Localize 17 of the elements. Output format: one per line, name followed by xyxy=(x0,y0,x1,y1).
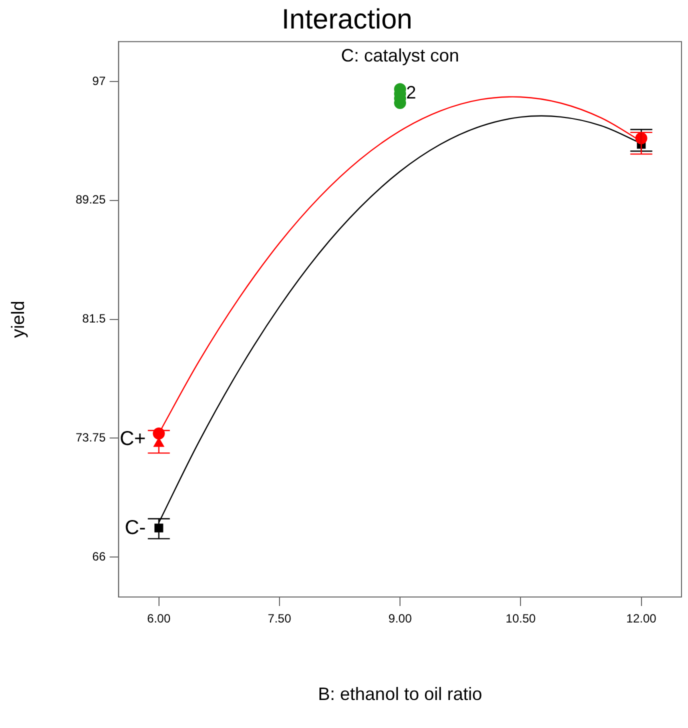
x-tick-label: 12.00 xyxy=(626,612,657,626)
y-axis-title: yield xyxy=(8,300,28,338)
annotation: 2 xyxy=(406,82,416,103)
x-tick-label: 9.00 xyxy=(388,612,412,626)
x-axis-title: B: ethanol to oil ratio xyxy=(318,684,482,704)
x-tick-label: 7.50 xyxy=(268,612,292,626)
y-tick-label: 89.25 xyxy=(76,192,106,207)
x-tick-label: 6.00 xyxy=(147,612,171,626)
y-tick-label: 66 xyxy=(92,549,106,564)
chart-subtitle: C: catalyst con xyxy=(341,46,460,66)
x-tick-label: 10.50 xyxy=(506,612,536,626)
series-label: C+ xyxy=(120,428,146,450)
chart-title: Interaction xyxy=(282,4,412,35)
y-tick-label: 97 xyxy=(92,74,106,88)
series-label: C- xyxy=(124,517,146,540)
y-tick-label: 73.75 xyxy=(76,430,106,445)
y-tick-label: 81.5 xyxy=(82,312,106,326)
